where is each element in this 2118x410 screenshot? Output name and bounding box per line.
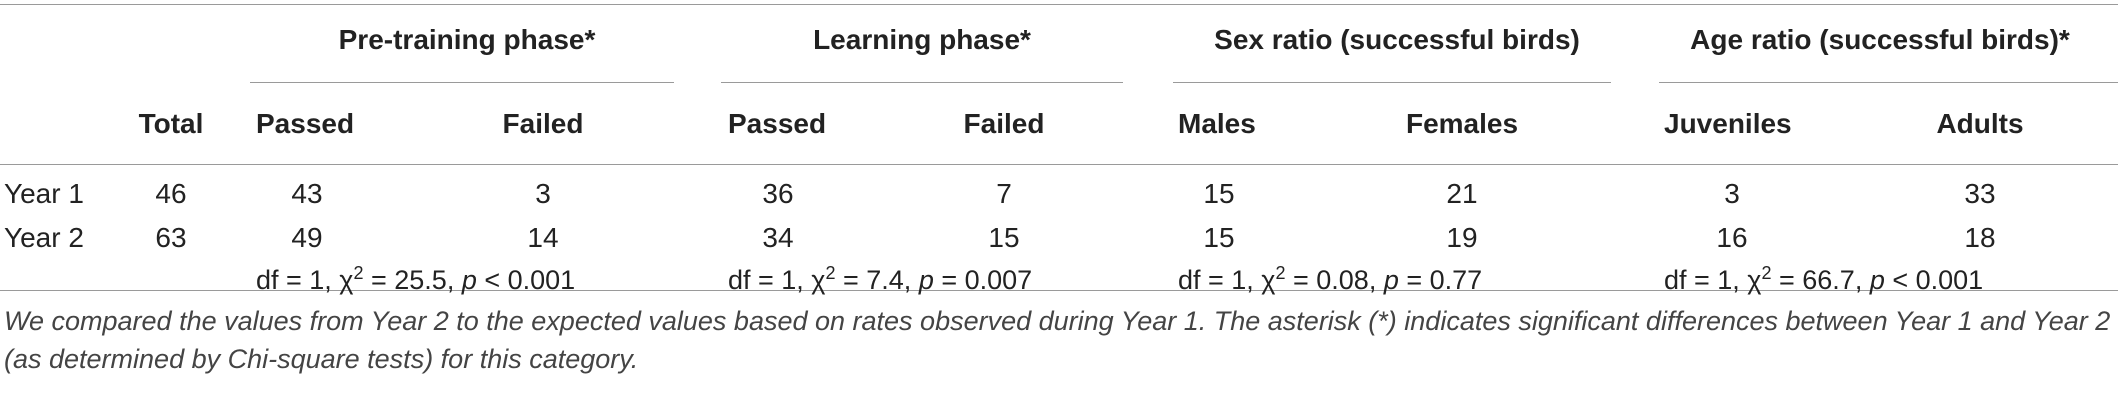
table-bottom-rule (0, 290, 2118, 291)
column-header-females: Females (1405, 108, 1519, 139)
column-header-adults: Adults (1936, 108, 2024, 139)
group-underline-pre-training (250, 82, 674, 83)
table-cell: 49 (291, 222, 323, 253)
table-cell: 15 (1203, 222, 1235, 253)
top-rule (0, 4, 2118, 5)
table-cell: 3 (1724, 178, 1740, 209)
table-cell: 43 (291, 178, 323, 209)
stat-learning: df = 1, χ2 = 7.4, p = 0.007 (728, 263, 1033, 295)
stat-sex-ratio: df = 1, χ2 = 0.08, p = 0.77 (1178, 263, 1483, 295)
stat-pre-training: df = 1, χ2 = 25.5, p < 0.001 (256, 263, 576, 295)
table-cell: 15 (988, 222, 1020, 253)
group-header-age-ratio: Age ratio (successful birds)* (1690, 24, 2070, 55)
row-label-year-2: Year 2 (4, 222, 84, 253)
table-footnote: We compared the values from Year 2 to th… (4, 306, 2111, 374)
column-header-pre-failed: Failed (502, 108, 584, 139)
group-underline-age-ratio (1659, 82, 2118, 83)
table-cell: 21 (1446, 178, 1478, 209)
table-cell: 36 (762, 178, 794, 209)
table-cell: 46 (155, 178, 187, 209)
table-cell: 14 (527, 222, 559, 253)
table-cell: 33 (1964, 178, 1996, 209)
table-cell: 16 (1716, 222, 1748, 253)
table-cell: 7 (996, 178, 1012, 209)
table-cell: 34 (762, 222, 794, 253)
table-cell: 18 (1964, 222, 1996, 253)
column-header-learn-failed: Failed (963, 108, 1045, 139)
column-header-learn-passed: Passed (728, 108, 827, 139)
group-underline-sex-ratio (1173, 82, 1611, 83)
header-bottom-rule (0, 164, 2118, 165)
column-header-total: Total (138, 108, 204, 139)
group-header-pre-training: Pre-training phase* (338, 24, 596, 55)
table-cell: 15 (1203, 178, 1235, 209)
stat-age-ratio: df = 1, χ2 = 66.7, p < 0.001 (1664, 263, 1984, 295)
column-header-males: Males (1178, 108, 1256, 139)
column-header-juveniles: Juveniles (1664, 108, 1792, 139)
table-cell: 3 (535, 178, 551, 209)
column-header-pre-passed: Passed (256, 108, 355, 139)
row-label-year-1: Year 1 (4, 178, 84, 209)
table-cell: 63 (155, 222, 187, 253)
table-cell: 19 (1446, 222, 1478, 253)
group-header-sex-ratio: Sex ratio (successful birds) (1214, 24, 1580, 55)
group-underline-learning (721, 82, 1123, 83)
group-header-learning: Learning phase* (813, 24, 1031, 55)
